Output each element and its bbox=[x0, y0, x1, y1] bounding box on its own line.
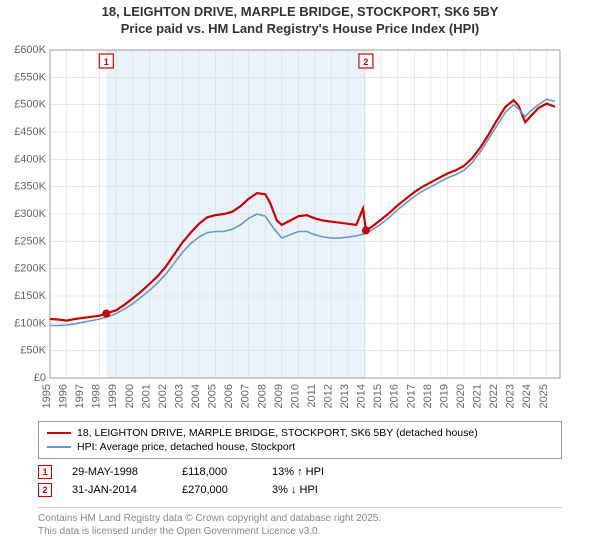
chart-title: 18, LEIGHTON DRIVE, MARPLE BRIDGE, STOCK… bbox=[8, 4, 592, 38]
svg-text:2014: 2014 bbox=[356, 384, 368, 408]
svg-text:2007: 2007 bbox=[240, 384, 252, 408]
event-delta: 3% ↓ HPI bbox=[272, 484, 352, 496]
event-marker: 2 bbox=[38, 483, 52, 497]
svg-text:1999: 1999 bbox=[107, 384, 119, 408]
svg-text:1995: 1995 bbox=[41, 384, 53, 408]
event-delta: 13% ↑ HPI bbox=[272, 466, 352, 478]
svg-text:2011: 2011 bbox=[306, 384, 318, 408]
svg-text:2006: 2006 bbox=[223, 384, 235, 408]
svg-text:2008: 2008 bbox=[256, 384, 268, 408]
svg-text:2024: 2024 bbox=[521, 384, 533, 408]
svg-text:2: 2 bbox=[363, 57, 368, 67]
chart-area: £0 £50K £100K £150K £200K £250K £300K £350K £400… bbox=[8, 42, 592, 417]
legend-item: HPI: Average price, detached house, Stoc… bbox=[47, 440, 553, 454]
svg-text:£550K: £550K bbox=[14, 71, 46, 83]
legend-item: 18, LEIGHTON DRIVE, MARPLE BRIDGE, STOCK… bbox=[47, 426, 553, 440]
svg-text:2020: 2020 bbox=[455, 384, 467, 408]
svg-text:£0: £0 bbox=[34, 372, 46, 384]
svg-text:2013: 2013 bbox=[339, 384, 351, 408]
svg-text:2019: 2019 bbox=[438, 384, 450, 408]
svg-text:2021: 2021 bbox=[472, 384, 484, 408]
svg-text:£350K: £350K bbox=[14, 180, 46, 192]
legend-label: HPI: Average price, detached house, Stoc… bbox=[77, 441, 295, 453]
svg-text:1997: 1997 bbox=[74, 384, 86, 408]
svg-text:£250K: £250K bbox=[14, 235, 46, 247]
legend-swatch bbox=[47, 446, 71, 448]
event-marker: 1 bbox=[38, 465, 52, 479]
svg-text:£100K: £100K bbox=[14, 317, 46, 329]
event-date: 31-JAN-2014 bbox=[72, 484, 162, 496]
svg-text:2016: 2016 bbox=[389, 384, 401, 408]
svg-text:£600K: £600K bbox=[14, 44, 46, 56]
svg-text:2009: 2009 bbox=[273, 384, 285, 408]
svg-text:£400K: £400K bbox=[14, 153, 46, 165]
svg-text:2018: 2018 bbox=[422, 384, 434, 408]
svg-text:1: 1 bbox=[104, 57, 109, 67]
svg-text:2017: 2017 bbox=[405, 384, 417, 408]
footer-attribution: Contains HM Land Registry data © Crown c… bbox=[38, 507, 562, 538]
svg-text:1996: 1996 bbox=[58, 384, 70, 408]
svg-text:2003: 2003 bbox=[173, 384, 185, 408]
svg-text:2022: 2022 bbox=[488, 384, 500, 408]
event-date: 29-MAY-1998 bbox=[72, 466, 162, 478]
svg-text:2004: 2004 bbox=[190, 384, 202, 408]
svg-text:£200K: £200K bbox=[14, 262, 46, 274]
event-price: £118,000 bbox=[182, 466, 252, 478]
svg-text:1998: 1998 bbox=[91, 384, 103, 408]
legend-label: 18, LEIGHTON DRIVE, MARPLE BRIDGE, STOCK… bbox=[77, 427, 478, 439]
events-table: 1 29-MAY-1998 £118,000 13% ↑ HPI 2 31-JAN-201… bbox=[38, 463, 562, 499]
legend: 18, LEIGHTON DRIVE, MARPLE BRIDGE, STOCK… bbox=[38, 421, 562, 459]
svg-text:2005: 2005 bbox=[207, 384, 219, 408]
event-row: 2 31-JAN-2014 £270,000 3% ↓ HPI bbox=[38, 481, 562, 499]
svg-text:2025: 2025 bbox=[538, 384, 550, 408]
svg-text:2001: 2001 bbox=[140, 384, 152, 408]
event-price: £270,000 bbox=[182, 484, 252, 496]
event-row: 1 29-MAY-1998 £118,000 13% ↑ HPI bbox=[38, 463, 562, 481]
svg-text:2002: 2002 bbox=[157, 384, 169, 408]
svg-text:£300K: £300K bbox=[14, 208, 46, 220]
svg-text:2015: 2015 bbox=[372, 384, 384, 408]
svg-text:£150K: £150K bbox=[14, 290, 46, 302]
svg-text:£500K: £500K bbox=[14, 98, 46, 110]
svg-text:2012: 2012 bbox=[322, 384, 334, 408]
svg-text:2023: 2023 bbox=[505, 384, 517, 408]
svg-text:2010: 2010 bbox=[289, 384, 301, 408]
svg-text:2000: 2000 bbox=[124, 384, 136, 408]
legend-swatch bbox=[47, 432, 71, 435]
svg-text:£50K: £50K bbox=[20, 344, 46, 356]
svg-text:£450K: £450K bbox=[14, 126, 46, 138]
